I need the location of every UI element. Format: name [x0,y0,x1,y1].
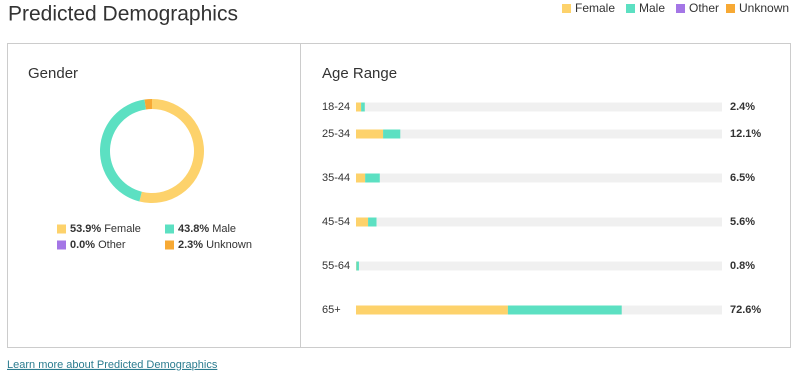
total-label: 5.6% [730,216,755,228]
legend-label: Other [689,1,719,15]
bar-segment [356,102,362,112]
bar-segment [368,217,377,227]
total-label: 6.5% [730,172,755,184]
legend-swatch [626,4,635,13]
bar-track [356,261,722,271]
legend-label: Male [639,1,665,15]
legend-swatch [562,4,571,13]
category-label: 25-34 [322,128,350,140]
age-title: Age Range [322,65,397,82]
learn-more-link[interactable]: Learn more about Predicted Demographics [7,359,218,371]
total-label: 2.4% [730,101,755,113]
bar-segment [361,102,365,112]
bar-segment [356,305,508,315]
legend-value: 2.3% [178,239,203,251]
bar-track [356,217,722,227]
legend-swatch [165,240,174,250]
legend-item: 53.9% Female [70,223,141,235]
bar-segment [383,129,401,139]
legend-swatch [165,224,174,234]
page-title: Predicted Demographics [8,3,238,26]
total-label: 12.1% [730,128,761,140]
legend-name: Male [212,223,236,235]
legend-label: Female [575,1,615,15]
bar-track [356,129,722,139]
category-label: 55-64 [322,260,350,272]
bar-track [356,102,722,112]
category-label: 35-44 [322,172,350,184]
legend-name: Female [104,223,141,235]
legend-item: 0.0% Other [70,239,126,251]
legend-item: 2.3% Unknown [178,239,252,251]
legend-swatch [676,4,685,13]
bar-segment [356,217,369,227]
bar-segment [365,173,380,183]
donut-segment [139,99,204,203]
legend-swatch [726,4,735,13]
legend-swatch [57,240,66,250]
legend-value: 0.0% [70,239,95,251]
bar-segment [356,261,359,271]
legend-value: 43.8% [178,223,209,235]
bar-segment [356,173,366,183]
total-label: 72.6% [730,304,761,316]
bar-segment [507,305,622,315]
legend-item: 43.8% Male [178,223,236,235]
category-label: 65+ [322,304,341,316]
gender-title: Gender [28,65,78,82]
legend-label: Unknown [739,1,789,15]
donut-segment [144,99,152,110]
category-label: 45-54 [322,216,350,228]
bar-track [356,173,722,183]
category-label: 18-24 [322,101,350,113]
panel [7,43,791,348]
total-label: 0.8% [730,260,755,272]
bar-segment [356,129,384,139]
legend-name: Other [98,239,126,251]
legend-swatch [57,224,66,234]
legend-value: 53.9% [70,223,101,235]
donut-segment [100,99,146,202]
legend-name: Unknown [206,239,252,251]
